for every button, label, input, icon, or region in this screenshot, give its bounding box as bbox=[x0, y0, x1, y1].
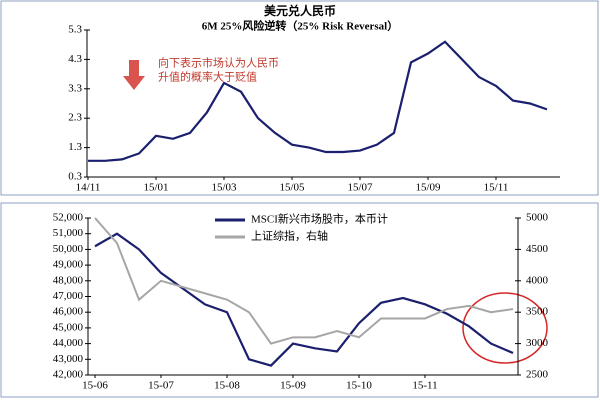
y-tick-label: 3.3 bbox=[68, 82, 82, 94]
y-tick-label: 46,000 bbox=[53, 306, 84, 318]
panel-border bbox=[0, 0, 599, 196]
y-tick-label: 52,000 bbox=[53, 212, 84, 224]
x-tick-label: 15/11 bbox=[484, 182, 509, 194]
y-tick-label: 49,000 bbox=[53, 259, 84, 271]
y-tick-label: 0.3 bbox=[68, 171, 82, 183]
x-tick-label: 15/09 bbox=[415, 182, 441, 194]
x-tick-label: 15/03 bbox=[211, 182, 237, 194]
series-line bbox=[94, 217, 514, 345]
y-tick-label: 5.3 bbox=[68, 24, 82, 36]
y-tick-label: 44,000 bbox=[53, 337, 84, 349]
y-tick-label: 43,000 bbox=[53, 353, 84, 365]
down-arrow bbox=[123, 60, 145, 90]
y-tick-label: 3000 bbox=[526, 337, 549, 349]
x-tick-label: 15-06 bbox=[82, 380, 108, 392]
x-tick-label: 15/07 bbox=[347, 182, 373, 194]
series-line bbox=[88, 40, 548, 162]
y-tick-label: 4500 bbox=[526, 243, 549, 255]
y-tick-label: 45,000 bbox=[53, 321, 84, 333]
x-tick-label: 15/05 bbox=[279, 182, 305, 194]
chart-subtitle: 6M 25%风险逆转（25% Risk Reversal） bbox=[202, 19, 398, 33]
y-tick-label: 50,000 bbox=[53, 243, 84, 255]
y-tick-label: 4.3 bbox=[68, 53, 82, 65]
y-tick-label: 42,000 bbox=[53, 369, 84, 381]
y-tick-label: 4000 bbox=[526, 274, 549, 286]
x-tick-label: 15-07 bbox=[148, 380, 174, 392]
x-tick-label: 14/11 bbox=[76, 182, 101, 194]
panel-border bbox=[0, 202, 599, 398]
y-tick-label: 48,000 bbox=[53, 274, 84, 286]
y-tick-label: 1.3 bbox=[68, 141, 82, 153]
y-tick-label: 3500 bbox=[526, 306, 549, 318]
legend-label: 上证综指，右轴 bbox=[251, 229, 328, 243]
series-line bbox=[94, 232, 514, 367]
legend-label: MSCI新兴市场股市，本币计 bbox=[251, 212, 388, 226]
x-tick-label: 15-09 bbox=[280, 380, 306, 392]
y-tick-label: 2.3 bbox=[68, 112, 82, 124]
highlight-circle bbox=[462, 292, 548, 364]
y-tick-label: 2500 bbox=[526, 369, 549, 381]
chart-title: 美元兑人民币 bbox=[264, 3, 336, 18]
y-tick-label: 51,000 bbox=[53, 227, 84, 239]
y-tick-label: 47,000 bbox=[53, 290, 84, 302]
x-tick-label: 15-11 bbox=[412, 380, 437, 392]
y-tick-label: 5000 bbox=[526, 212, 549, 224]
annotation: 向下表示市场认为人民币 bbox=[158, 56, 279, 70]
annotation: 升值的概率大于贬值 bbox=[158, 70, 257, 84]
x-tick-label: 15/01 bbox=[143, 182, 168, 194]
x-tick-label: 15-10 bbox=[346, 380, 372, 392]
x-tick-label: 15-08 bbox=[214, 380, 240, 392]
